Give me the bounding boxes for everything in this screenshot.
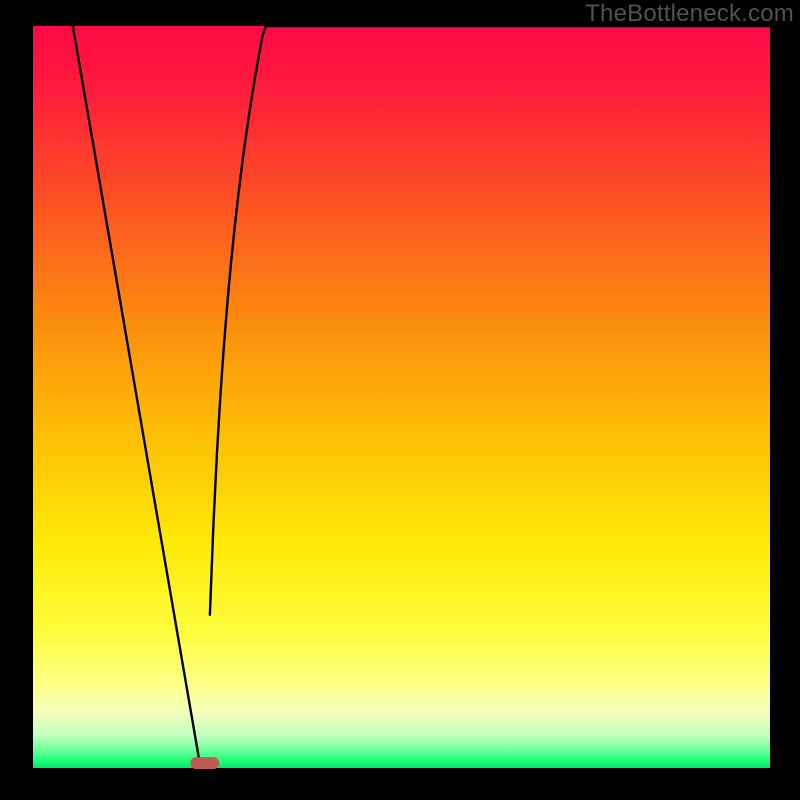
bottleneck-curve [33, 26, 770, 768]
plot-area [33, 26, 770, 768]
stage: TheBottleneck.com [0, 0, 800, 800]
watermark-text: TheBottleneck.com [585, 0, 800, 26]
minimum-marker [190, 757, 219, 769]
